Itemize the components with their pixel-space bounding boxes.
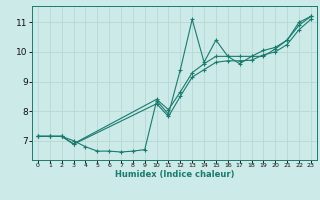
X-axis label: Humidex (Indice chaleur): Humidex (Indice chaleur) bbox=[115, 170, 234, 179]
